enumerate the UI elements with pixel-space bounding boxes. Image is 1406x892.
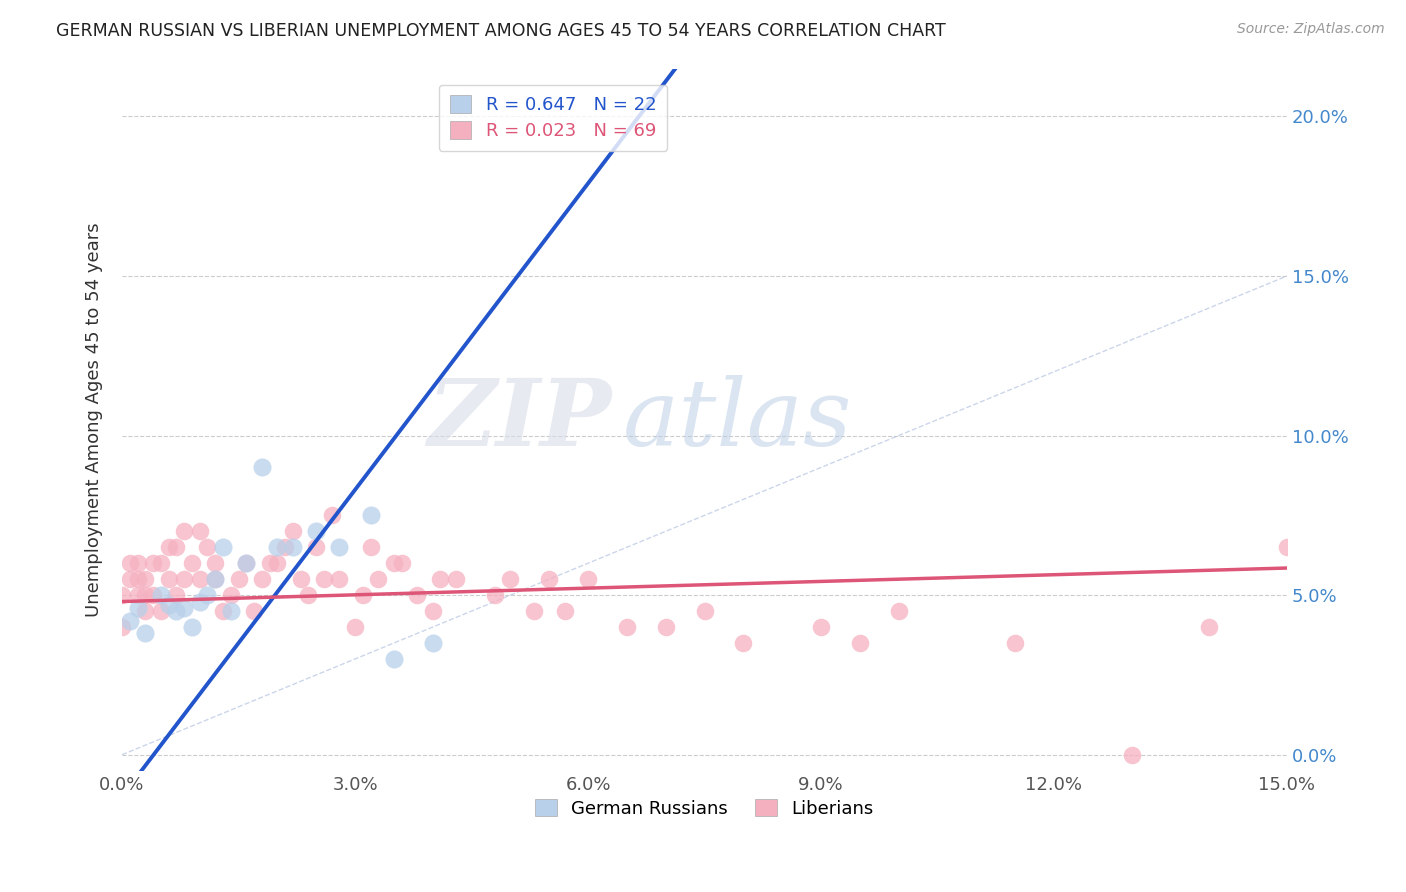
Point	[422, 604, 444, 618]
Point	[127, 588, 149, 602]
Y-axis label: Unemployment Among Ages 45 to 54 years: Unemployment Among Ages 45 to 54 years	[86, 222, 103, 617]
Point	[127, 601, 149, 615]
Point	[444, 572, 467, 586]
Point	[212, 604, 235, 618]
Point	[887, 604, 910, 618]
Point	[165, 588, 187, 602]
Point	[157, 572, 180, 586]
Point	[360, 508, 382, 523]
Point	[1198, 620, 1220, 634]
Point	[173, 601, 195, 615]
Point	[484, 588, 506, 602]
Point	[243, 604, 266, 618]
Text: GERMAN RUSSIAN VS LIBERIAN UNEMPLOYMENT AMONG AGES 45 TO 54 YEARS CORRELATION CH: GERMAN RUSSIAN VS LIBERIAN UNEMPLOYMENT …	[56, 22, 946, 40]
Point	[149, 604, 172, 618]
Text: Source: ZipAtlas.com: Source: ZipAtlas.com	[1237, 22, 1385, 37]
Point	[134, 572, 156, 586]
Point	[654, 620, 676, 634]
Point	[127, 572, 149, 586]
Point	[204, 572, 226, 586]
Point	[391, 556, 413, 570]
Point	[127, 556, 149, 570]
Point	[344, 620, 367, 634]
Point	[134, 626, 156, 640]
Point	[250, 460, 273, 475]
Point	[328, 572, 350, 586]
Point	[576, 572, 599, 586]
Point	[499, 572, 522, 586]
Point	[328, 541, 350, 555]
Point	[422, 636, 444, 650]
Point	[360, 541, 382, 555]
Point	[165, 541, 187, 555]
Point	[219, 604, 242, 618]
Point	[312, 572, 335, 586]
Text: ZIP: ZIP	[427, 375, 612, 465]
Point	[197, 541, 219, 555]
Point	[429, 572, 451, 586]
Point	[1275, 541, 1298, 555]
Point	[406, 588, 429, 602]
Point	[1121, 747, 1143, 762]
Point	[281, 541, 304, 555]
Point	[733, 636, 755, 650]
Point	[382, 556, 405, 570]
Point	[305, 541, 328, 555]
Point	[212, 541, 235, 555]
Point	[367, 572, 389, 586]
Point	[281, 524, 304, 539]
Point	[142, 556, 165, 570]
Point	[118, 556, 141, 570]
Point	[157, 598, 180, 612]
Point	[188, 572, 211, 586]
Point	[266, 556, 288, 570]
Point	[266, 541, 288, 555]
Point	[305, 524, 328, 539]
Point	[173, 572, 195, 586]
Legend: German Russians, Liberians: German Russians, Liberians	[529, 791, 882, 825]
Text: atlas: atlas	[623, 375, 852, 465]
Point	[1004, 636, 1026, 650]
Point	[382, 652, 405, 666]
Point	[810, 620, 832, 634]
Point	[118, 572, 141, 586]
Point	[197, 588, 219, 602]
Point	[173, 524, 195, 539]
Point	[693, 604, 716, 618]
Point	[118, 614, 141, 628]
Point	[134, 588, 156, 602]
Point	[204, 572, 226, 586]
Point	[849, 636, 872, 650]
Point	[228, 572, 250, 586]
Point	[235, 556, 257, 570]
Point	[523, 604, 546, 618]
Point	[181, 556, 204, 570]
Point	[616, 620, 638, 634]
Point	[111, 620, 134, 634]
Point	[219, 588, 242, 602]
Point	[538, 572, 561, 586]
Point	[554, 604, 576, 618]
Point	[250, 572, 273, 586]
Point	[149, 556, 172, 570]
Point	[149, 588, 172, 602]
Point	[134, 604, 156, 618]
Point	[188, 524, 211, 539]
Point	[157, 541, 180, 555]
Point	[321, 508, 343, 523]
Point	[165, 604, 187, 618]
Point	[352, 588, 374, 602]
Point	[181, 620, 204, 634]
Point	[188, 594, 211, 608]
Point	[204, 556, 226, 570]
Point	[290, 572, 312, 586]
Point	[235, 556, 257, 570]
Point	[142, 588, 165, 602]
Point	[274, 541, 297, 555]
Point	[297, 588, 319, 602]
Point	[111, 588, 134, 602]
Point	[259, 556, 281, 570]
